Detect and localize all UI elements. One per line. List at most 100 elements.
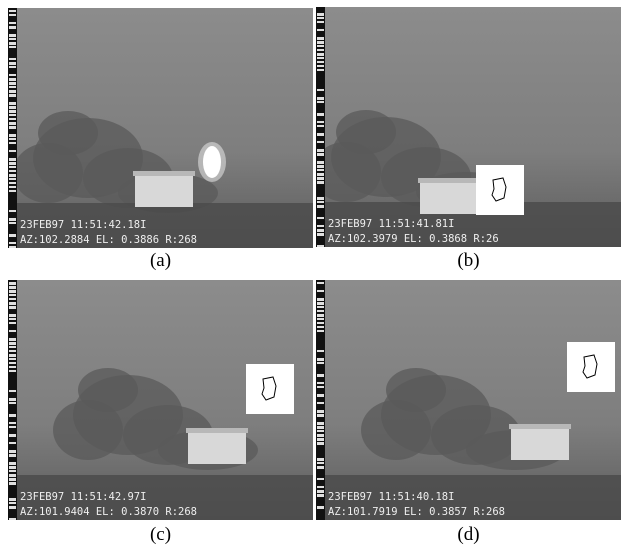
edge-mark (317, 322, 324, 324)
edge-mark (317, 330, 324, 332)
edge-mark (317, 41, 324, 44)
edge-mark (9, 82, 16, 85)
detection-box (567, 342, 615, 392)
timestamp: 23FEB97 11:51:42.97I (20, 491, 146, 503)
edge-mark (9, 158, 16, 161)
edge-mark (317, 458, 324, 461)
edge-mark (317, 61, 324, 63)
detection-box (246, 364, 294, 414)
edge-mark (9, 218, 16, 221)
house-roof (418, 178, 480, 183)
edge-mark (9, 442, 16, 444)
edge-mark (317, 97, 324, 100)
edge-mark (317, 21, 324, 23)
edge-mark (317, 37, 324, 40)
edge-mark (9, 122, 16, 125)
edge-mark (317, 45, 324, 47)
edge-mark (9, 358, 16, 360)
edge-mark (9, 370, 16, 372)
edge-mark (317, 402, 324, 404)
edge-mark (9, 498, 16, 501)
edge-mark (317, 326, 324, 328)
flash (203, 146, 221, 178)
caption: (b) (316, 250, 621, 272)
edge-mark (317, 466, 324, 469)
edge-mark (9, 286, 16, 289)
edge-mark (317, 430, 324, 432)
edge-mark (9, 174, 16, 177)
edge-mark (317, 225, 324, 227)
edge-mark (9, 162, 16, 165)
edge-mark (9, 142, 16, 144)
edge-mark (9, 26, 16, 29)
edge-mark (317, 169, 324, 171)
foliage (78, 368, 138, 412)
edge-mark (317, 302, 324, 305)
edge-mark (317, 478, 324, 480)
edge-mark (317, 282, 324, 284)
edge-mark (9, 134, 16, 137)
edge-mark (317, 314, 324, 317)
edge-mark (9, 298, 16, 300)
edge-mark (9, 178, 16, 180)
edge-mark (9, 342, 16, 345)
edge-mark (317, 57, 324, 59)
edge-mark (9, 14, 16, 16)
edge-mark (9, 170, 16, 172)
edge-mark (9, 46, 16, 48)
edge-mark (317, 422, 324, 425)
edge-mark (317, 245, 324, 247)
edge-mark (9, 290, 16, 293)
edge-mark (9, 166, 16, 168)
edge-mark (9, 346, 16, 348)
edge-mark (9, 306, 16, 309)
edge-mark (317, 362, 324, 364)
edge-mark (9, 114, 16, 116)
edge-mark (9, 338, 16, 341)
edge-mark (317, 121, 324, 123)
edge-mark (9, 470, 16, 472)
edge-mark (317, 394, 324, 397)
detection-box (476, 165, 524, 215)
edge-mark (317, 181, 324, 184)
edge-mark (317, 374, 324, 377)
edge-mark (9, 318, 16, 320)
edge-mark (9, 42, 16, 45)
edge-mark (317, 173, 324, 176)
edge-mark (9, 330, 16, 332)
edge-mark (317, 133, 324, 136)
edge-mark (317, 306, 324, 308)
edge-mark (9, 86, 16, 88)
timestamp: 23FEB97 11:51:40.18I (328, 491, 454, 503)
edge-mark (317, 161, 324, 164)
caption: (c) (8, 524, 313, 546)
edge-mark (317, 89, 324, 91)
house (511, 428, 569, 460)
edge-mark (9, 190, 16, 192)
edge-mark (9, 110, 16, 113)
edge-mark (317, 386, 324, 388)
edge-mark (317, 217, 324, 219)
edge-mark (9, 414, 16, 417)
edge-mark (9, 38, 16, 40)
edge-mark (9, 182, 16, 184)
foliage (38, 111, 98, 155)
timestamp: 23FEB97 11:51:42.18I (20, 219, 146, 231)
edge-mark (9, 58, 16, 60)
edge-mark (317, 229, 324, 232)
edge-mark (9, 150, 16, 152)
edge-mark (9, 138, 16, 140)
edge-mark (317, 69, 324, 71)
edge-mark (9, 34, 16, 37)
video-frame: 23FEB97 11:51:40.18IAZ:101.7919 EL: 0.38… (316, 280, 621, 520)
edge-mark (9, 246, 16, 248)
edge-mark (9, 362, 16, 364)
edge-mark (9, 322, 16, 324)
edge-mark (9, 74, 16, 76)
edge-mark (9, 78, 16, 81)
telemetry: AZ:102.2884 EL: 0.3886 R:268 (20, 234, 197, 246)
house-roof (186, 428, 248, 433)
edge-mark (317, 438, 324, 441)
edge-mark (9, 426, 16, 428)
edge-mark (9, 466, 16, 469)
